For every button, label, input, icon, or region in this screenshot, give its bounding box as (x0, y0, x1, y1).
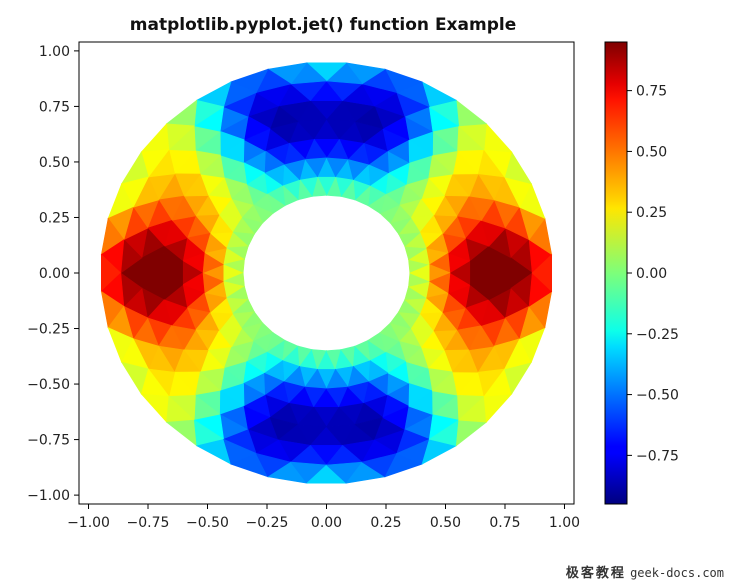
watermark: 极客教程 geek-docs.com (566, 562, 724, 581)
mesh-triangle (165, 419, 198, 447)
y-tick-label: −1.00 (27, 488, 70, 504)
mesh-triangle (140, 123, 170, 153)
colorbar-tick-label: −0.50 (636, 388, 679, 404)
colorbar-tick-label: 0.25 (636, 205, 667, 221)
colorbar-tick-label: 0.00 (636, 266, 667, 282)
chart-title: matplotlib.pyplot.jet() function Example (130, 15, 516, 35)
x-tick-label: 0.75 (489, 515, 520, 531)
x-tick-label: 0.50 (430, 515, 461, 531)
y-tick-label: 0.00 (39, 266, 70, 282)
mesh-triangle (483, 123, 513, 153)
x-tick-label: −1.00 (67, 515, 110, 531)
colorbar-tick-label: 0.50 (636, 144, 667, 160)
mesh-triangle (455, 419, 488, 447)
y-tick-label: 0.50 (39, 155, 70, 171)
y-axis-ticks: −1.00 −0.75 −0.50 −0.25 0.00 0.25 0.50 0.75 1.00 (27, 44, 79, 504)
watermark-logo-text: 极客教程 (565, 566, 626, 581)
mesh-triangle (165, 99, 198, 127)
x-tick-label: −0.50 (186, 515, 229, 531)
y-tick-label: −0.75 (27, 433, 70, 449)
mesh-triangle (455, 99, 488, 127)
x-tick-label: −0.75 (127, 515, 170, 531)
y-tick-label: 1.00 (39, 44, 70, 60)
x-axis-ticks: −1.00 −0.75 −0.50 −0.25 0.00 0.25 0.50 0.75 1.00 (67, 504, 580, 531)
annulus-heatmap (100, 62, 553, 484)
watermark-site: geek-docs.com (630, 566, 724, 580)
y-tick-label: 0.75 (39, 99, 70, 115)
x-tick-label: 0.25 (370, 515, 401, 531)
mesh-triangle (483, 393, 513, 423)
y-tick-label: 0.25 (39, 210, 70, 226)
x-tick-label: 0.00 (311, 515, 342, 531)
colorbar-tick-label: −0.75 (636, 448, 679, 464)
mesh-triangle (140, 393, 170, 423)
colorbar-tick-label: 0.75 (636, 84, 667, 100)
mesh-triangle (531, 253, 553, 293)
colorbar (604, 41, 628, 505)
x-tick-label: −0.25 (246, 515, 289, 531)
y-tick-label: −0.25 (27, 322, 70, 338)
y-tick-label: −0.50 (27, 377, 70, 393)
colorbar-tick-label: −0.25 (636, 327, 679, 343)
x-tick-label: 1.00 (549, 515, 580, 531)
colorbar-ticks: −0.75 −0.50 −0.25 0.00 0.25 0.50 0.75 (627, 84, 679, 464)
